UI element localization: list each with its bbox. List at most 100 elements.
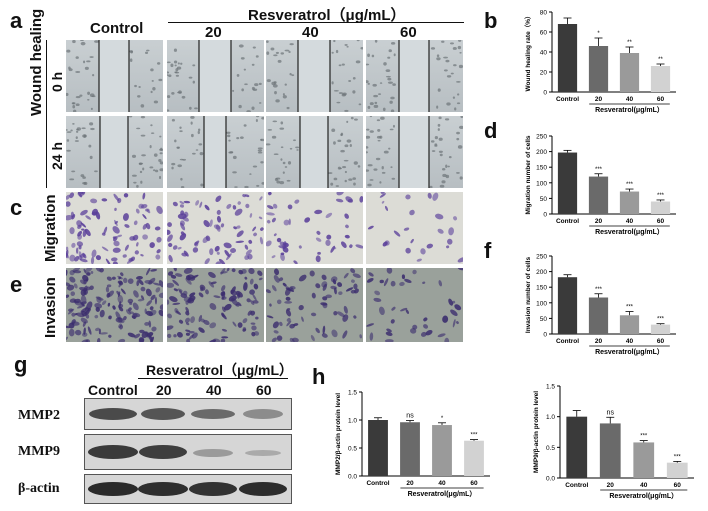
panel-label-c: c xyxy=(10,195,23,220)
x-axis-label: Resveratrol(μg/mL） xyxy=(595,228,664,236)
chart-wound-healing-rate: 0 20 40 60 80 Control * 20 ** 40 ** 60 Resveratrol(μ… xyxy=(524,10,676,114)
y-tick-label: 50 xyxy=(540,196,548,203)
significance-label: ns xyxy=(607,409,615,416)
x-tick-label: 40 xyxy=(640,482,648,489)
bar-20 xyxy=(588,46,609,92)
x-tick-label: Control xyxy=(366,480,389,487)
bar-20 xyxy=(599,423,621,478)
y-tick-label: 1.0 xyxy=(348,418,357,425)
micrograph-wound-24h-2 xyxy=(266,116,363,188)
significance-label: *** xyxy=(626,182,634,188)
micrograph-invasion-1 xyxy=(167,268,264,342)
panel-label-d: d xyxy=(484,118,498,143)
y-tick-label: 80 xyxy=(540,10,548,17)
y-tick-label: 100 xyxy=(536,180,547,187)
blot-label-beta-actin: β-actin xyxy=(18,481,60,496)
micrograph-invasion-2 xyxy=(266,268,363,342)
bar-20 xyxy=(588,176,609,214)
significance-label: ** xyxy=(658,57,663,63)
blot-image-mmp2 xyxy=(84,398,292,430)
micrograph-migration-3 xyxy=(366,192,463,264)
x-tick-label: 40 xyxy=(626,338,634,345)
y-tick-label: 60 xyxy=(540,30,548,37)
significance-label: *** xyxy=(657,317,665,323)
bar-60 xyxy=(666,462,688,478)
significance-label: *** xyxy=(657,193,665,199)
y-tick-label: 50 xyxy=(540,316,548,323)
bar-20 xyxy=(588,297,609,334)
significance-label: *** xyxy=(626,305,634,311)
x-tick-label: 20 xyxy=(595,218,603,225)
bar-40 xyxy=(619,315,640,334)
x-tick-label: Control xyxy=(565,482,588,489)
y-axis-label: Invasion number of cells xyxy=(525,257,532,334)
header-dose-60: 60 xyxy=(400,24,417,41)
blot-header-underline xyxy=(138,378,288,379)
panel-label-h: h xyxy=(312,364,326,389)
micrograph-wound-24h-0 xyxy=(66,116,163,188)
x-tick-label: 40 xyxy=(626,96,634,103)
x-tick-label: 60 xyxy=(470,480,478,487)
row-label-invasion: Invasion xyxy=(42,277,59,338)
x-tick-label: 20 xyxy=(607,482,615,489)
y-tick-label: 1.0 xyxy=(546,414,555,421)
micrograph-wound-24h-1 xyxy=(167,116,264,188)
x-tick-label: 60 xyxy=(674,482,682,489)
panel-label-g: g xyxy=(14,352,28,377)
bar-40 xyxy=(619,53,640,92)
y-tick-label: 40 xyxy=(540,50,548,57)
significance-label: * xyxy=(441,416,444,422)
y-tick-label: 20 xyxy=(540,70,548,77)
micrograph-migration-0 xyxy=(66,192,163,264)
bar-60 xyxy=(650,66,671,92)
y-tick-label: 1.5 xyxy=(348,390,357,397)
micrograph-wound-24h-3 xyxy=(366,116,463,188)
y-axis-label: Migration number of cells xyxy=(525,135,532,214)
row-label-0h: 0 h xyxy=(49,71,65,92)
bar-60 xyxy=(464,440,484,476)
x-tick-label: 20 xyxy=(406,480,414,487)
bar-Control xyxy=(557,277,578,334)
y-tick-label: 0.5 xyxy=(546,445,555,452)
chart-invasion-number: 0 50 100 150 200 250 Control *** 20 *** 40 *** 60 Res… xyxy=(525,254,676,356)
micrograph-migration-2 xyxy=(266,192,363,264)
bar-Control xyxy=(557,152,578,214)
blot-image-mmp9 xyxy=(84,434,292,470)
y-axis-label: MMP2/β-actin protein level xyxy=(335,393,342,475)
x-tick-label: 40 xyxy=(626,218,634,225)
panel-label-a: a xyxy=(10,8,23,33)
row-label-migration: Migration xyxy=(42,194,59,263)
blot-image-beta-actin xyxy=(84,474,292,504)
significance-label: *** xyxy=(640,434,648,440)
x-tick-label: Control xyxy=(556,96,579,103)
blot-col-20: 20 xyxy=(156,382,172,398)
x-tick-label: 20 xyxy=(595,338,603,345)
panel-label-f: f xyxy=(484,238,492,263)
header-dose-20: 20 xyxy=(205,24,222,41)
y-tick-label: 0.0 xyxy=(348,474,357,481)
chart-migration-number: 0 50 100 150 200 250 Control *** 20 *** 40 *** 60 Res… xyxy=(525,134,676,236)
panel-label-b: b xyxy=(484,8,498,33)
y-tick-label: 0 xyxy=(543,212,547,219)
y-axis-label: MMP9/β-actin protein level xyxy=(533,391,540,473)
panel-label-e: e xyxy=(10,272,23,297)
micrograph-migration-1 xyxy=(167,192,264,264)
row-label-24h: 24 h xyxy=(49,141,65,170)
y-tick-label: 0.0 xyxy=(546,476,555,483)
x-axis-label: Resveratrol(μg/mL） xyxy=(408,490,477,498)
y-tick-label: 100 xyxy=(536,300,547,307)
x-tick-label: 40 xyxy=(438,480,446,487)
header-control: Control xyxy=(90,20,144,37)
x-axis-label: Resveratrol(μg/mL） xyxy=(609,492,678,500)
row-label-wound-healing: Wound healing xyxy=(28,8,45,116)
x-tick-label: 60 xyxy=(657,338,665,345)
micrograph-wound-0h-2 xyxy=(266,40,363,112)
header-dose-40: 40 xyxy=(302,24,319,41)
x-tick-label: Control xyxy=(556,218,579,225)
blot-col-60: 60 xyxy=(256,382,272,398)
chart-mmp9-protein-level: 0.0 0.5 1.0 1.5 Control ns 20 *** 40 *** 60 Resvera… xyxy=(533,384,694,500)
bar-Control xyxy=(557,24,578,92)
significance-label: *** xyxy=(470,433,478,439)
wound-healing-bracket xyxy=(46,40,47,188)
significance-label: *** xyxy=(674,454,682,460)
